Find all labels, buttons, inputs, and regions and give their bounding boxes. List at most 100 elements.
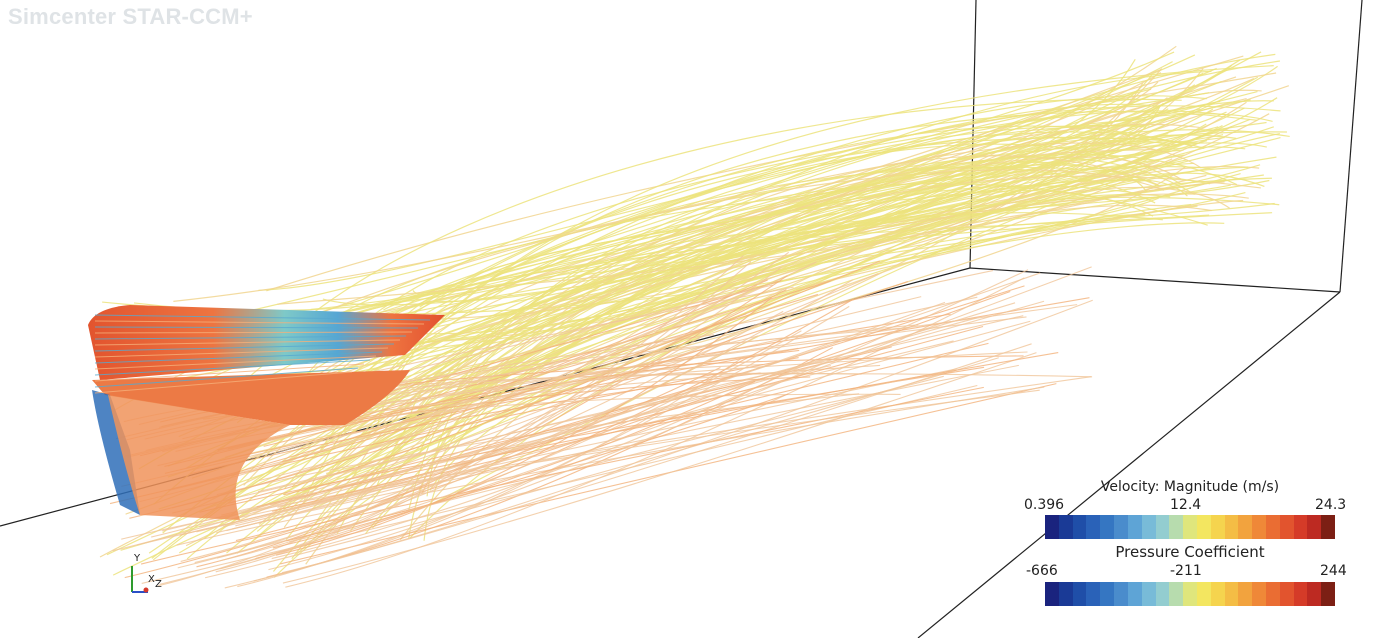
streamline: [286, 393, 789, 542]
streamline: [376, 111, 1258, 426]
streamline: [226, 301, 946, 532]
streamline: [219, 255, 744, 570]
bbox-edge: [917, 291, 1341, 639]
wing-slot-line: [94, 371, 353, 394]
streamline: [282, 352, 1037, 584]
streamline: [194, 375, 944, 564]
colorbar-swatch: [1114, 515, 1128, 539]
streamline: [153, 143, 1181, 505]
streamline: [237, 305, 850, 588]
streamline: [186, 222, 1225, 560]
colorbar-swatch: [1210, 582, 1225, 606]
streamline: [337, 137, 1200, 373]
streamline: [418, 110, 1230, 456]
pressure-legend-min: -666: [1026, 563, 1058, 579]
colorbar-swatch: [1252, 515, 1266, 539]
streamline: [112, 341, 731, 552]
streamline: [266, 72, 1277, 292]
app-title: Simcenter STAR-CCM+: [8, 4, 253, 29]
colorbar-swatch: [1183, 582, 1197, 606]
streamline: [230, 164, 1147, 353]
wing-mid-surface: [92, 370, 410, 425]
triad-y-label: Y: [134, 553, 141, 564]
colorbar-swatch: [1210, 515, 1225, 539]
streamline: [186, 165, 1187, 469]
streamline: [157, 251, 790, 587]
colorbar-swatch: [1045, 582, 1059, 606]
streamline: [190, 372, 761, 475]
triad-z-axis: [143, 587, 149, 593]
pressure-legend-mid: -211: [1170, 563, 1202, 579]
streamline: [289, 98, 1182, 332]
pressure-legend-title: Pressure Coefficient: [1115, 543, 1265, 561]
streamline: [263, 293, 819, 447]
bbox-edge: [969, 267, 1341, 293]
colorbar-swatch: [1141, 582, 1156, 606]
streamline: [176, 386, 1045, 546]
streamline: [168, 313, 747, 492]
colorbar-swatch: [1072, 515, 1087, 539]
streamline: [272, 325, 984, 512]
colorbar-swatch: [1072, 582, 1087, 606]
wing-slot-line: [94, 351, 383, 364]
wing-slot-line: [94, 339, 401, 346]
colorbar-swatch: [1293, 515, 1308, 539]
wing-slot-line: [94, 320, 425, 325]
colorbar-swatch: [1127, 582, 1142, 606]
streamline: [394, 166, 1156, 445]
streamline: [329, 156, 1182, 438]
streamline: [216, 393, 860, 496]
colorbar-swatch: [1058, 515, 1073, 539]
streamline: [232, 320, 1031, 530]
colorbar-swatch: [1224, 515, 1239, 539]
colorbar-swatch: [1293, 582, 1308, 606]
colorbar-swatch: [1224, 582, 1239, 606]
wing-leading-edge: [92, 390, 140, 515]
streamline: [216, 266, 782, 559]
streamline: [275, 297, 772, 556]
streamline: [429, 115, 1176, 491]
colorbar-swatch: [1307, 515, 1322, 539]
streamline: [316, 190, 1154, 536]
streamline: [299, 202, 1275, 400]
wing-slot-line: [94, 331, 413, 334]
triad-z-label: Z: [155, 579, 162, 590]
colorbar-swatch: [1114, 582, 1128, 606]
velocity-colorbar: [1045, 515, 1336, 539]
streamline: [336, 153, 1238, 535]
streamline: [258, 283, 736, 482]
streamline: [196, 300, 1045, 533]
colorbar-swatch: [1279, 515, 1294, 539]
wing-slot-line: [94, 355, 377, 370]
streamline: [277, 174, 1207, 305]
colorbar-swatch: [1238, 582, 1253, 606]
streamline: [277, 320, 728, 508]
triad-x-label: X: [148, 574, 155, 585]
colorbar-swatch: [1196, 582, 1211, 606]
streamline: [419, 125, 1170, 308]
streamline: [162, 317, 977, 532]
wing-slot-line: [94, 363, 365, 382]
colorbar-swatch: [1252, 582, 1266, 606]
coordinate-triad: [131, 566, 149, 593]
velocity-legend-min: 0.396: [1024, 497, 1065, 513]
streamline: [251, 296, 922, 459]
colorbar-swatch: [1155, 515, 1170, 539]
streamline: [295, 212, 1163, 405]
colorbar-swatch: [1045, 515, 1059, 539]
velocity-legend-max: 24.3: [1315, 497, 1347, 513]
streamline: [282, 260, 881, 463]
streamline: [173, 142, 1202, 302]
colorbar-swatch: [1100, 515, 1115, 539]
wing-slot-line: [94, 335, 407, 340]
colorbar-swatch: [1086, 515, 1101, 539]
colorbar-swatch: [1100, 582, 1115, 606]
colorbar-swatch: [1196, 515, 1211, 539]
streamline: [258, 124, 1150, 291]
streamline: [148, 156, 1195, 554]
streamline: [120, 172, 1265, 551]
streamline: [227, 349, 800, 450]
colorbar-swatch: [1321, 515, 1336, 539]
